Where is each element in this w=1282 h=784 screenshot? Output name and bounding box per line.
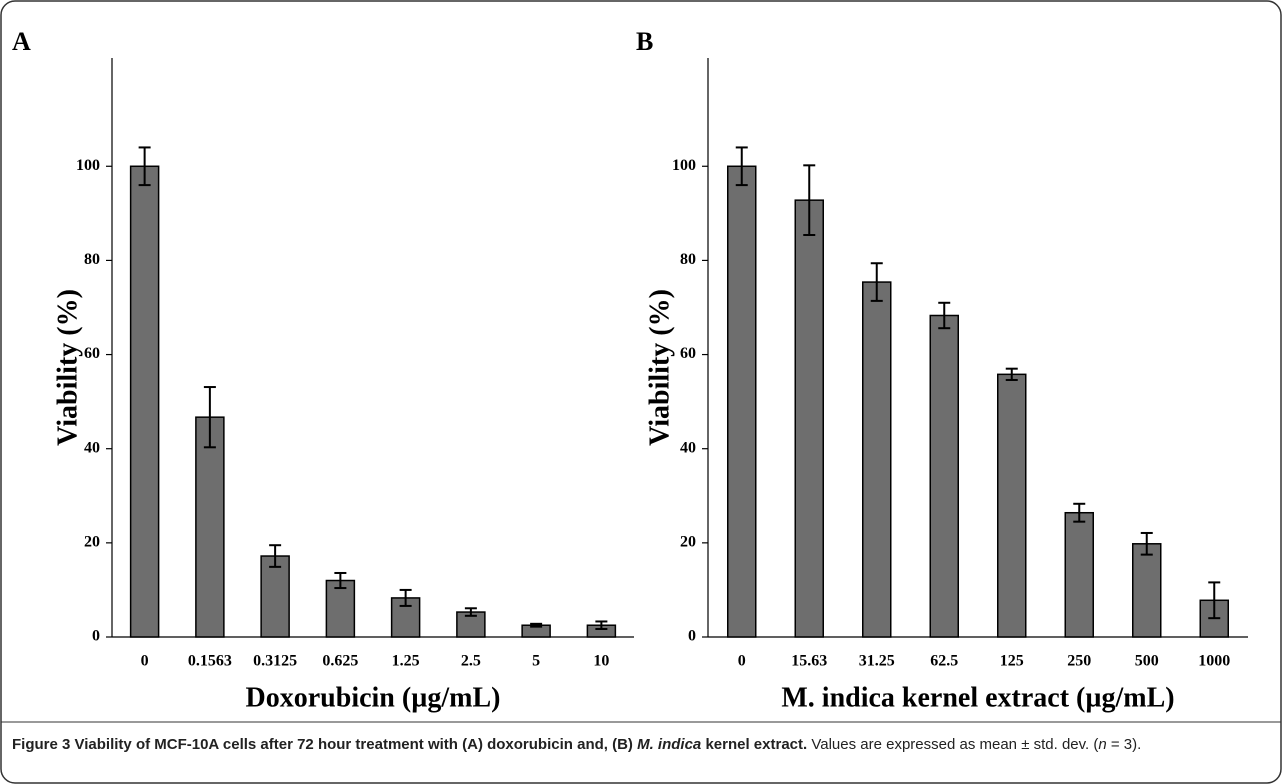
y-tick-label: 40 xyxy=(84,439,100,456)
caption-label: Figure 3 xyxy=(12,736,71,753)
x-tick-label: 0.625 xyxy=(322,653,358,670)
bar xyxy=(997,373,1027,638)
caption-title: kernel extract. xyxy=(701,736,808,753)
y-tick-label: 80 xyxy=(680,251,696,268)
x-tick-label: 5 xyxy=(532,653,540,670)
x-tick-label: 0.1563 xyxy=(188,653,232,670)
x-tick-label: 1.25 xyxy=(392,653,420,670)
caption: Figure 3 Viability of MCF-10A cells afte… xyxy=(12,734,1262,756)
x-axis-label: Doxorubicin (µg/mL) xyxy=(246,682,501,713)
x-tick-label: 2.5 xyxy=(461,653,481,670)
x-axis-label: M. indica kernel extract (µg/mL) xyxy=(781,682,1174,713)
caption-text: n xyxy=(1098,736,1107,753)
x-tick-label: 125 xyxy=(1000,653,1024,670)
bar xyxy=(929,314,959,638)
bar xyxy=(195,416,225,638)
bar xyxy=(260,555,290,638)
y-tick-label: 100 xyxy=(76,157,100,174)
x-tick-label: 31.25 xyxy=(859,653,895,670)
y-tick-label: 80 xyxy=(84,251,100,268)
x-tick-label: 500 xyxy=(1135,653,1159,670)
x-tick-label: 15.63 xyxy=(791,653,827,670)
bar xyxy=(862,281,892,638)
y-tick-label: 60 xyxy=(680,345,696,362)
x-tick-label: 0 xyxy=(738,653,746,670)
y-tick-label: 20 xyxy=(680,534,696,551)
y-axis-label: Viability (%) xyxy=(52,289,83,446)
x-tick-label: 10 xyxy=(593,653,609,670)
bar xyxy=(727,165,757,638)
y-axis-label: Viability (%) xyxy=(644,289,675,446)
caption-title: M. indica xyxy=(637,736,702,753)
caption-text: = 3). xyxy=(1106,736,1142,753)
y-tick-label: 60 xyxy=(84,345,100,362)
x-tick-label: 1000 xyxy=(1198,653,1230,670)
y-tick-label: 0 xyxy=(92,628,100,645)
bar xyxy=(1064,511,1094,638)
bar xyxy=(129,165,160,638)
y-tick-label: 40 xyxy=(680,439,696,456)
panel-label: A xyxy=(12,27,31,56)
y-tick-label: 20 xyxy=(84,534,100,551)
y-tick-label: 0 xyxy=(688,628,696,645)
x-tick-label: 0 xyxy=(141,653,149,670)
caption-title: Viability of MCF-10A cells after 72 hour… xyxy=(70,736,638,753)
x-tick-label: 62.5 xyxy=(930,653,958,670)
bar xyxy=(1132,543,1162,638)
x-tick-label: 0.3125 xyxy=(253,653,297,670)
caption-text: Values are expressed as mean ± std. dev.… xyxy=(807,736,1099,753)
x-tick-label: 250 xyxy=(1067,653,1091,670)
bar xyxy=(794,199,824,638)
y-tick-label: 100 xyxy=(672,157,696,174)
panel-label: B xyxy=(636,27,653,56)
